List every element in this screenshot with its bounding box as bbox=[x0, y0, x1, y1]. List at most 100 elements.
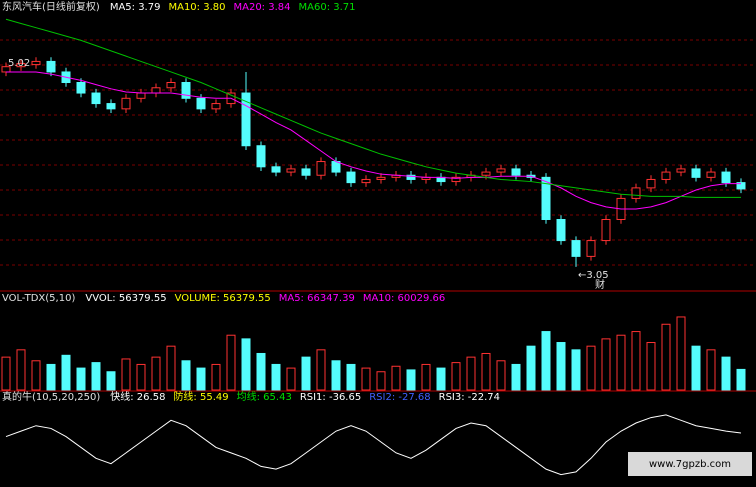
candle-body bbox=[451, 176, 461, 183]
volume-bar bbox=[151, 356, 161, 391]
volume-bar bbox=[31, 360, 41, 391]
volume-bar bbox=[451, 362, 461, 391]
candle-body bbox=[661, 171, 671, 180]
volume-bar bbox=[361, 367, 371, 391]
watermark-bg bbox=[628, 452, 752, 476]
candle-body bbox=[16, 63, 26, 68]
candle-body bbox=[481, 171, 491, 176]
candle-body bbox=[136, 92, 146, 99]
candle-body bbox=[571, 240, 581, 257]
annotation: 5.02 bbox=[8, 58, 30, 69]
indicator-value: VVOL: 56379.55 bbox=[85, 293, 166, 304]
volume-bar bbox=[181, 360, 191, 391]
volume-bar bbox=[406, 369, 416, 391]
candle-body bbox=[346, 171, 356, 184]
candle-body bbox=[181, 82, 191, 99]
candle-body bbox=[301, 168, 311, 176]
volume-bar bbox=[16, 349, 26, 391]
indicator-value: MA5: 3.79 bbox=[110, 2, 161, 13]
volume-bar bbox=[556, 342, 566, 391]
ma-line bbox=[5, 18, 741, 198]
volume-bar bbox=[241, 338, 251, 391]
volume-bar bbox=[466, 356, 476, 391]
indicator-value: MA20: 3.84 bbox=[233, 2, 290, 13]
candle-body bbox=[736, 182, 746, 190]
candle-body bbox=[586, 240, 596, 257]
candle-body bbox=[511, 168, 521, 176]
candle-body bbox=[256, 145, 266, 168]
candle-body bbox=[241, 92, 251, 147]
volume-bar bbox=[481, 352, 491, 391]
candle-body bbox=[691, 168, 701, 178]
volume-bar bbox=[76, 367, 86, 391]
candle-body bbox=[556, 219, 566, 242]
volume-bar bbox=[331, 360, 341, 391]
panel-title: VOL-TDX(5,10) bbox=[2, 293, 75, 304]
candle-body bbox=[31, 60, 41, 66]
volume-bar bbox=[301, 356, 311, 391]
candle-body bbox=[166, 82, 176, 89]
candle-body bbox=[541, 176, 551, 221]
price-grid bbox=[0, 39, 756, 266]
volume-bar bbox=[211, 363, 221, 391]
candle-body bbox=[631, 187, 641, 199]
candle-body bbox=[676, 168, 686, 173]
volume-bar bbox=[106, 371, 116, 391]
watermark: www.7gpzb.com bbox=[649, 459, 731, 470]
volume-bar bbox=[736, 368, 746, 391]
volume-bar bbox=[196, 367, 206, 391]
candle-body bbox=[211, 103, 221, 110]
candle-body bbox=[91, 92, 101, 105]
volume-bar bbox=[676, 316, 686, 391]
candle-body bbox=[721, 171, 731, 184]
volume-bar bbox=[346, 363, 356, 391]
ma-line bbox=[6, 71, 741, 210]
volume-bar bbox=[541, 331, 551, 391]
candle-body bbox=[286, 168, 296, 173]
candle-body bbox=[271, 166, 281, 173]
volume-bar bbox=[136, 363, 146, 391]
volume-bar bbox=[436, 367, 446, 391]
candle-body bbox=[331, 161, 341, 173]
volume-bar bbox=[661, 323, 671, 391]
volume-bar bbox=[721, 356, 731, 391]
candle-body bbox=[46, 60, 56, 73]
volume-bar bbox=[46, 363, 56, 391]
volume-bar bbox=[691, 345, 701, 391]
annotation: ←3.05 bbox=[578, 270, 609, 281]
volume-bar bbox=[226, 334, 236, 391]
candle-body bbox=[406, 174, 416, 180]
candle-body bbox=[121, 97, 131, 110]
volume-bar bbox=[256, 352, 266, 391]
indicator-value: 快线: 26.58 bbox=[110, 390, 165, 403]
annotation: 财 bbox=[595, 278, 605, 291]
indicator-value: RSI1: -36.65 bbox=[300, 392, 361, 403]
volume-bar bbox=[376, 371, 386, 391]
volume-bar bbox=[526, 345, 536, 391]
volume-bar bbox=[571, 349, 581, 391]
volume-bar bbox=[496, 360, 506, 391]
volume-bar bbox=[601, 338, 611, 391]
candle-body bbox=[706, 171, 716, 178]
volume-bar bbox=[61, 354, 71, 391]
indicator-value: MA10: 3.80 bbox=[168, 2, 225, 13]
candle-body bbox=[646, 178, 656, 189]
indicator-value: VOLUME: 56379.55 bbox=[175, 293, 271, 304]
panel-title: 真的牛(10,5,20,250) bbox=[2, 390, 100, 403]
indicator-value: RSI2: -27.68 bbox=[369, 392, 430, 403]
candle-body bbox=[496, 168, 506, 173]
volume-bar bbox=[121, 358, 131, 391]
indicator-value: MA60: 3.71 bbox=[299, 2, 356, 13]
volume-bar bbox=[646, 342, 656, 391]
candle-body bbox=[106, 103, 116, 110]
volume-bar bbox=[586, 345, 596, 391]
candle-body bbox=[196, 97, 206, 110]
indicator-value: 均线: 65.43 bbox=[237, 390, 292, 403]
volume-bar bbox=[166, 345, 176, 391]
candle-body bbox=[601, 219, 611, 242]
volume-bar bbox=[1, 356, 11, 391]
volume-bar bbox=[511, 363, 521, 391]
indicator-value: RSI3: -22.74 bbox=[439, 392, 500, 403]
indicator-value: MA5: 66347.39 bbox=[279, 293, 355, 304]
